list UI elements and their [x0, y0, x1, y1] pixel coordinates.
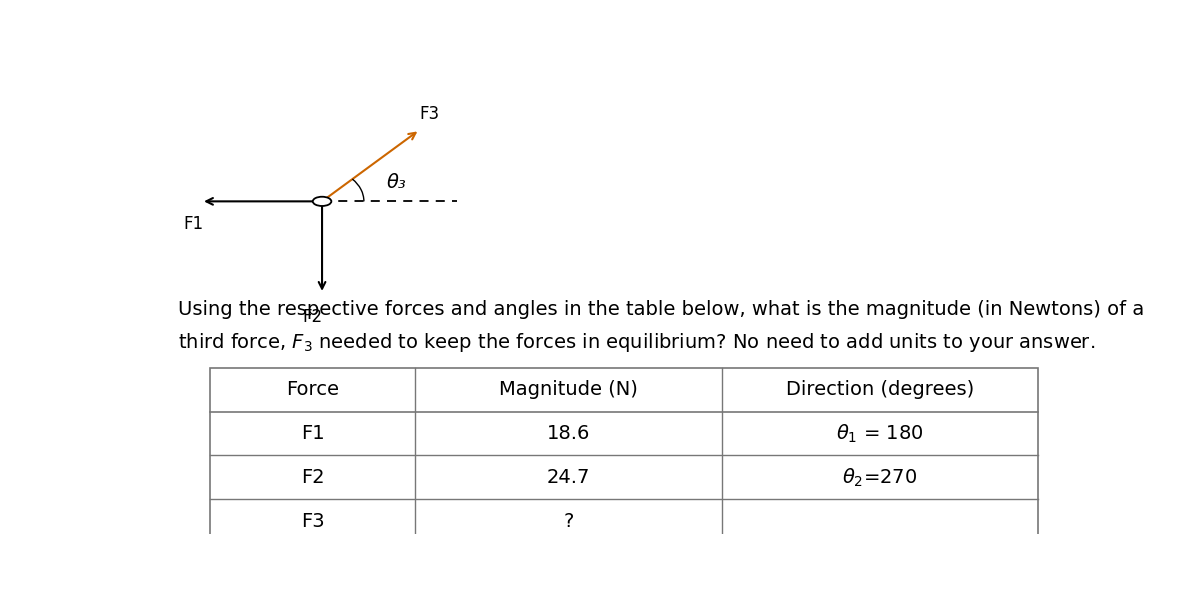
Text: F1: F1	[184, 215, 204, 233]
Text: Force: Force	[287, 380, 340, 399]
Circle shape	[313, 197, 331, 206]
Text: Magnitude (N): Magnitude (N)	[499, 380, 638, 399]
Text: θ₃: θ₃	[386, 173, 407, 193]
Text: $\theta_2$=270: $\theta_2$=270	[842, 466, 918, 488]
Text: 18.6: 18.6	[547, 424, 590, 443]
Text: F2: F2	[302, 308, 323, 326]
Text: F2: F2	[301, 468, 324, 487]
Bar	[210, 368, 1038, 543]
Text: $\theta_1$ = 180: $\theta_1$ = 180	[836, 422, 924, 445]
Text: Direction (degrees): Direction (degrees)	[786, 380, 974, 399]
Text: F3: F3	[419, 105, 439, 123]
Text: F3: F3	[301, 512, 324, 531]
Text: ?: ?	[563, 512, 574, 531]
Text: Using the respective forces and angles in the table below, what is the magnitude: Using the respective forces and angles i…	[178, 301, 1144, 319]
Text: 24.7: 24.7	[547, 468, 590, 487]
Text: third force, $\mathit{F}_3$ needed to keep the forces in equilibrium? No need to: third force, $\mathit{F}_3$ needed to ke…	[178, 331, 1096, 354]
Text: F1: F1	[301, 424, 324, 443]
